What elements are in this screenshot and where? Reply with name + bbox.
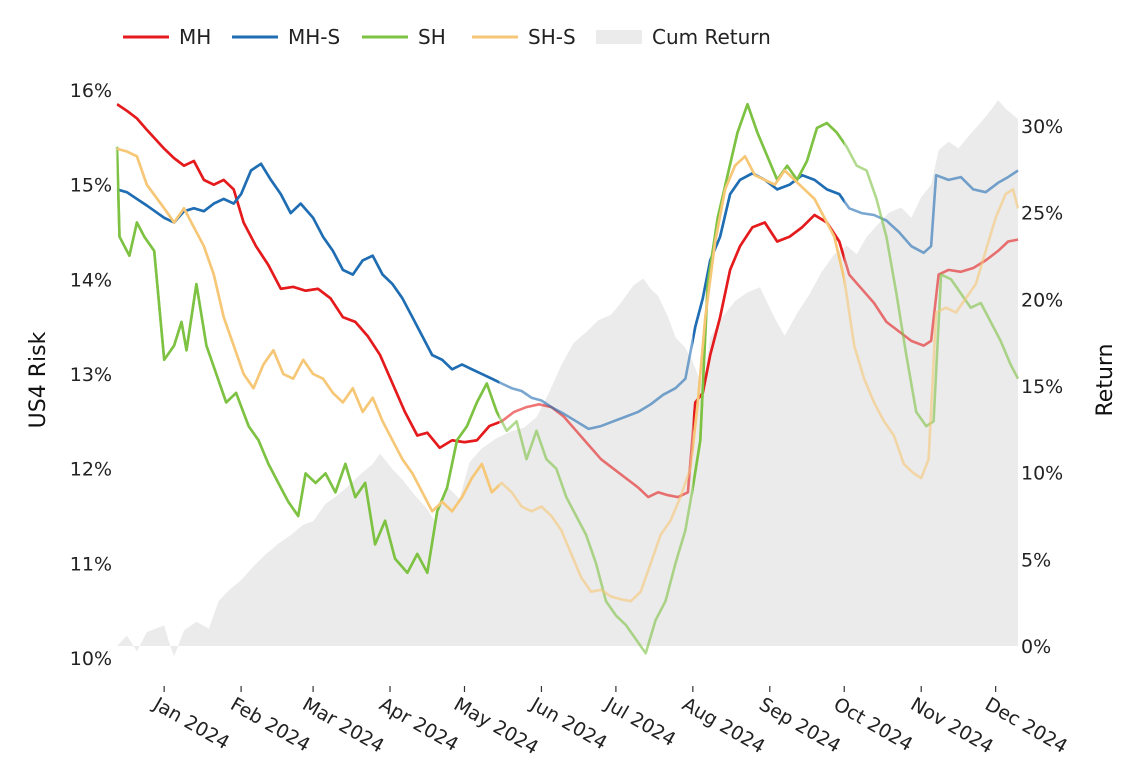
legend-label: SH-S (528, 25, 576, 49)
y-tick-label: 16% (70, 80, 112, 102)
x-tick-label: Mar 2024 (299, 693, 388, 757)
y2-tick-label: 10% (1021, 463, 1063, 485)
y2-tick-label: 15% (1021, 376, 1063, 398)
area-layer (117, 100, 1018, 657)
legend-item-cum-return[interactable]: Cum Return (596, 25, 771, 49)
y-tick-label: 14% (70, 269, 112, 291)
lines-layer (115, 102, 1020, 655)
y2-tick-label: 5% (1021, 549, 1051, 571)
x-tick-label: Dec 2024 (981, 693, 1071, 758)
x-tick-label: Apr 2024 (376, 693, 463, 756)
x-tick-label: Jul 2024 (601, 693, 680, 751)
legend-item-sh[interactable]: SH (362, 25, 446, 49)
x-tick-label: Oct 2024 (830, 693, 917, 756)
legend-item-mh[interactable]: MH (123, 25, 211, 49)
x-tick-label: Feb 2024 (227, 693, 314, 756)
y2-tick-label: 25% (1021, 203, 1063, 225)
x-tick-label: Jan 2024 (149, 693, 233, 754)
legend-swatch (596, 30, 642, 44)
y-tick-label: 12% (70, 459, 112, 481)
legend-item-mh-s[interactable]: MH-S (232, 25, 340, 49)
y2-tick-label: 0% (1021, 636, 1051, 658)
y-tick-label: 15% (70, 175, 112, 197)
y2-tick-label: 20% (1021, 289, 1063, 311)
x-tick-label: Aug 2024 (678, 693, 768, 758)
legend-item-sh-s[interactable]: SH-S (472, 25, 576, 49)
y-axis-title: US4 Risk (26, 331, 51, 428)
x-tick-label: Nov 2024 (907, 693, 997, 758)
y2-axis-title: Return (1093, 343, 1118, 416)
x-tick-label: May 2024 (450, 693, 542, 759)
area-cum-return (117, 100, 1018, 657)
legend-label: MH-S (288, 25, 340, 49)
legend-label: Cum Return (652, 25, 771, 49)
y-tick-label: 13% (70, 364, 112, 386)
legend-label: SH (418, 25, 446, 49)
y2-tick-label: 30% (1021, 116, 1063, 138)
x-tick-label: Sep 2024 (755, 693, 844, 757)
legend-label: MH (179, 25, 211, 49)
y-tick-label: 11% (70, 553, 112, 575)
y-tick-label: 10% (70, 648, 112, 670)
legend: MH MH-S SH SH-S Cum Return (123, 25, 771, 49)
